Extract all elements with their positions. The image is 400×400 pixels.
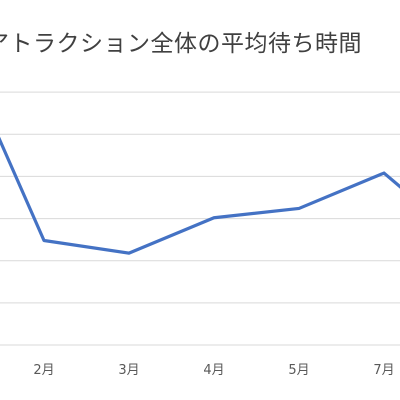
x-axis-labels: 2月 3月 4月 5月 7月 bbox=[33, 363, 394, 378]
x-tick-label: 5月 bbox=[288, 363, 309, 378]
series-line-0 bbox=[0, 136, 400, 255]
x-tick-label: 7月 bbox=[373, 363, 394, 378]
x-tick-label: 3月 bbox=[118, 363, 139, 378]
series-lines bbox=[0, 136, 400, 255]
x-tick-label: 4月 bbox=[203, 363, 224, 378]
gridlines bbox=[0, 91, 400, 346]
x-tick-label: 2月 bbox=[33, 363, 54, 378]
chart-title: アトラクション全体の平均待ち時間 bbox=[0, 31, 362, 57]
